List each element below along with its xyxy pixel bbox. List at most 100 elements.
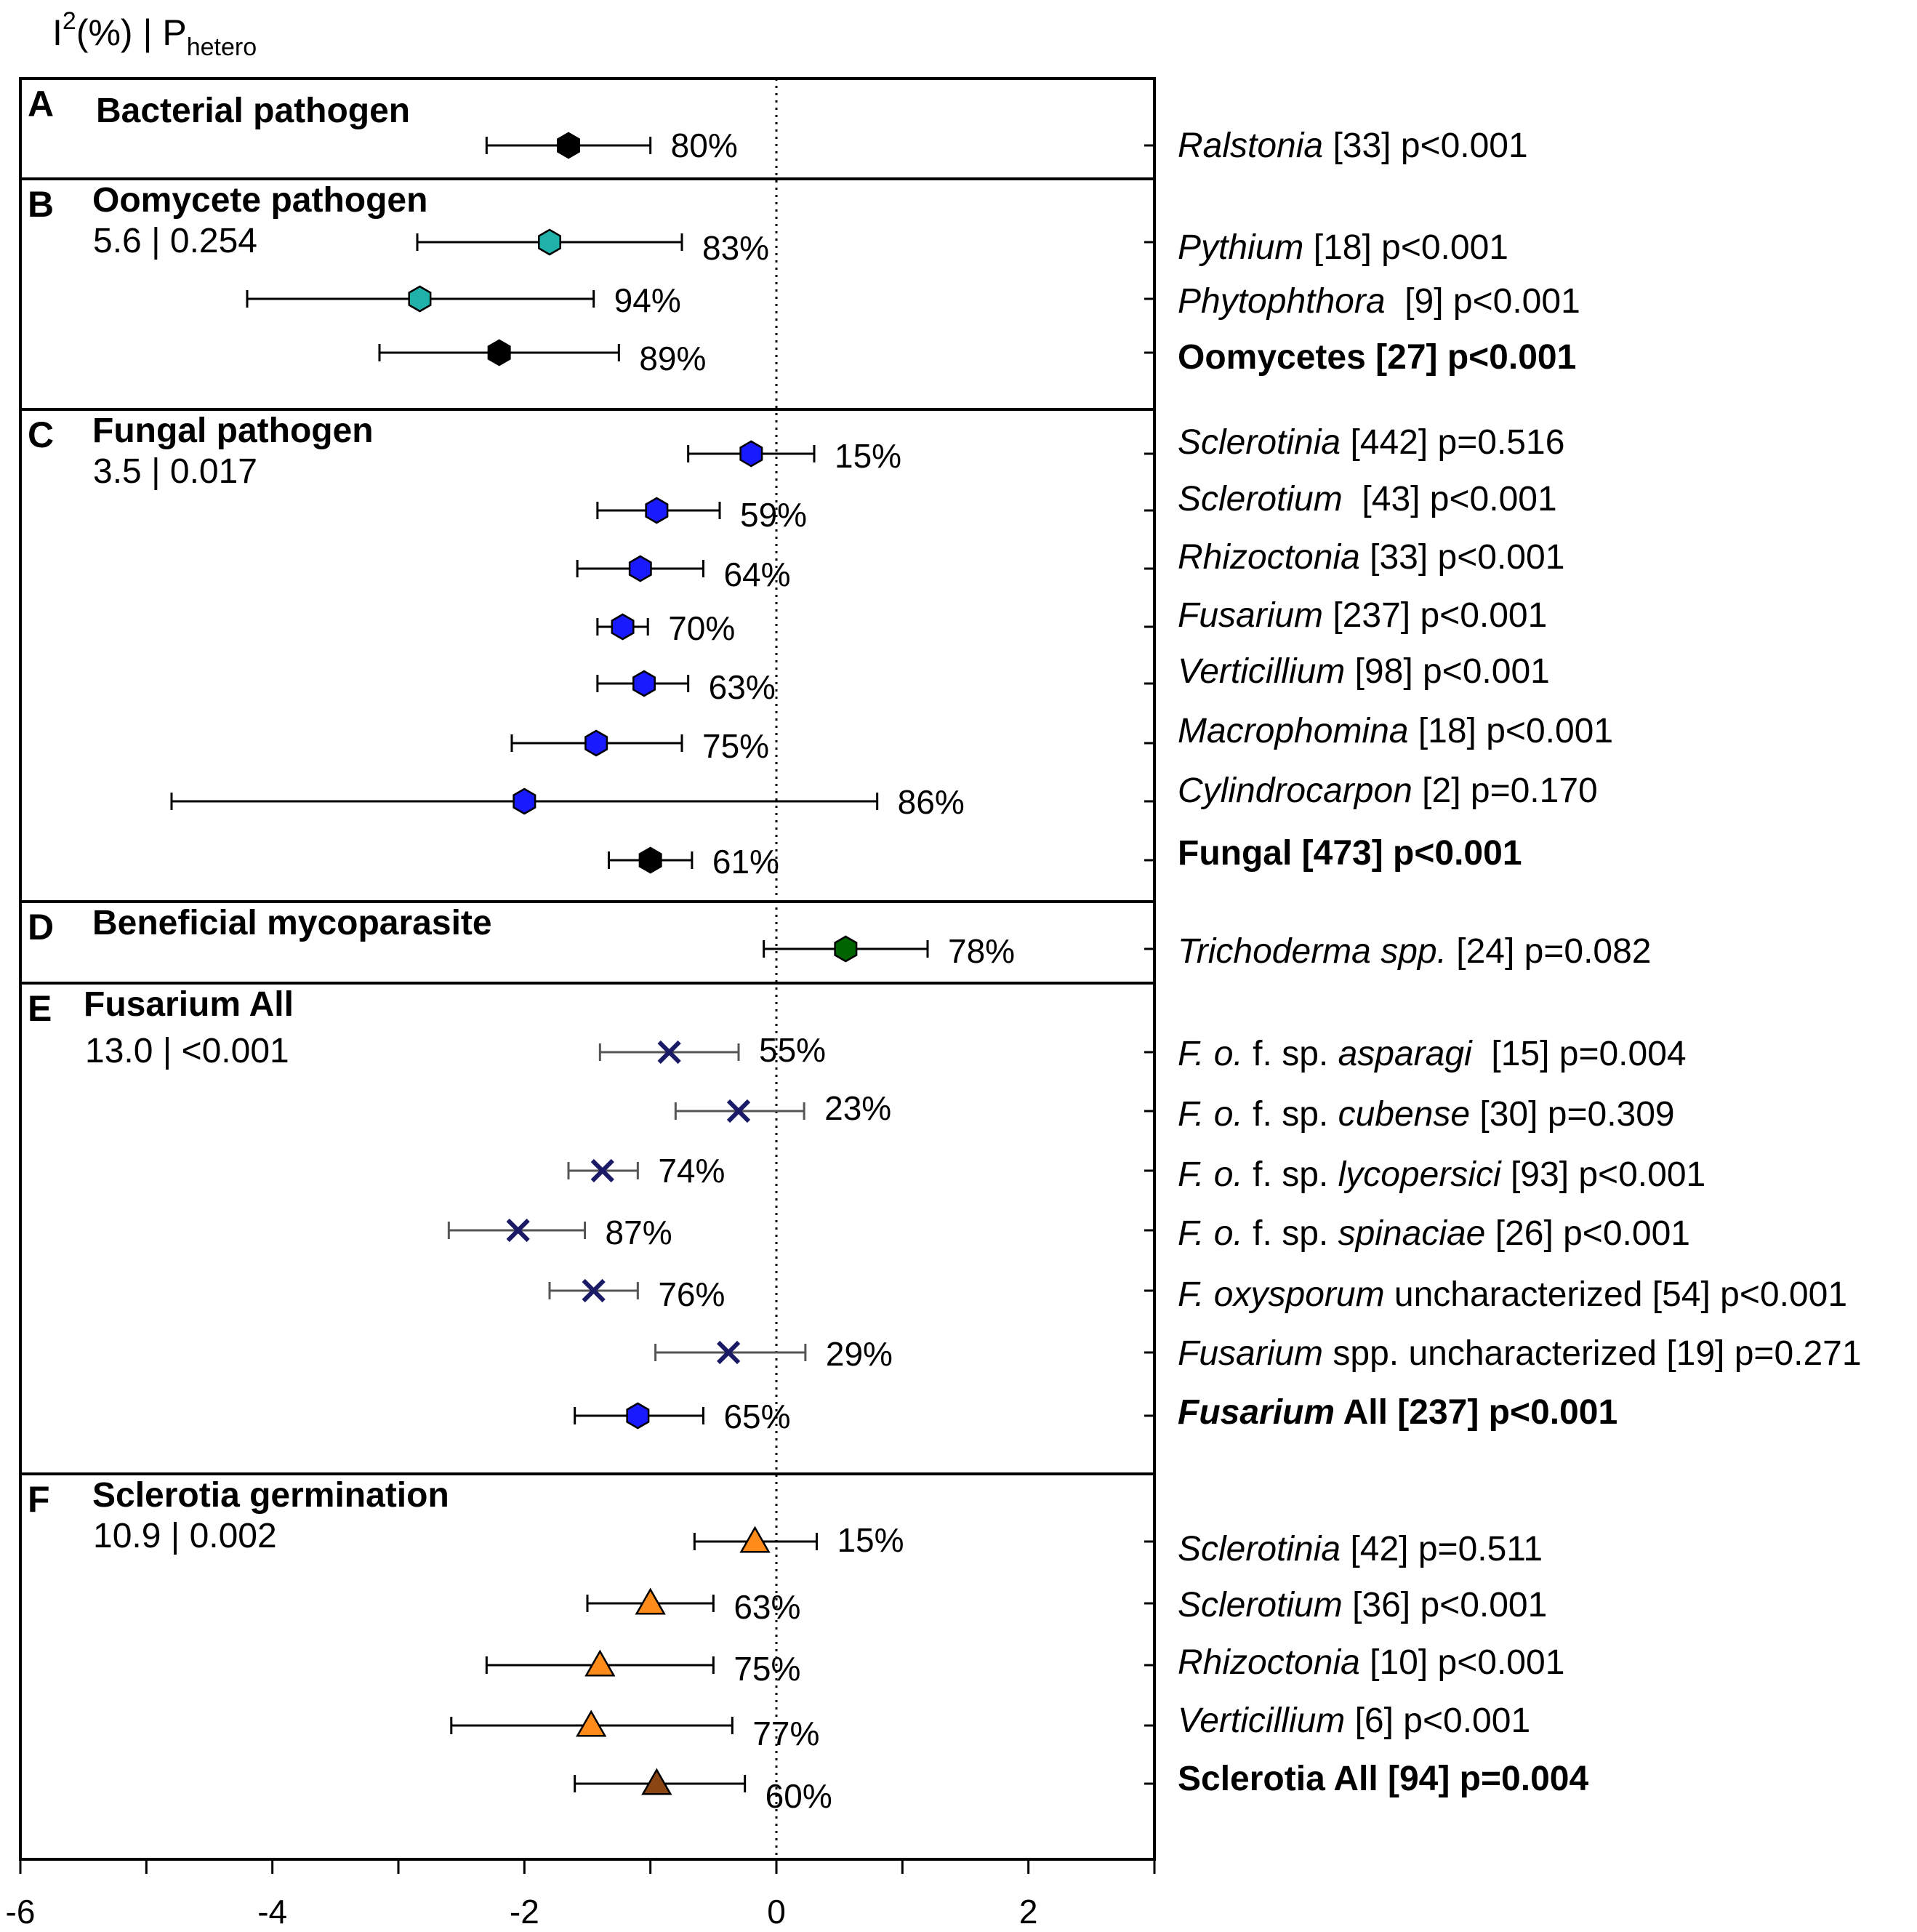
effect-marker: [584, 729, 608, 757]
panel-letter: B: [28, 184, 54, 225]
row-label: Sclerotium [43] p<0.001: [1178, 480, 1557, 518]
i2-value: 63%: [734, 1588, 800, 1626]
forest-row: 70% Fusarium [237] p<0.001: [596, 596, 1547, 647]
effect-marker: [739, 1526, 771, 1553]
x-axis: -6 -4 -2 0 2: [6, 1859, 1156, 1931]
forest-row: 59% Sclerotium [43] p<0.001: [596, 480, 1557, 534]
panel-letter: A: [28, 84, 54, 124]
i2-value: 94%: [614, 281, 681, 319]
panel-e: E Fusarium All 13.0 | <0.001 55% F. o. f. sp…: [28, 985, 1862, 1435]
forest-row: 75% Rhizoctonia [10] p<0.001: [485, 1643, 1564, 1688]
row-label: Sclerotia All [94] p=0.004: [1178, 1760, 1588, 1798]
forest-row: 29% Fusarium spp. uncharacterized [19] p=…: [654, 1334, 1862, 1373]
row-label: Ralstonia [33] p<0.001: [1178, 127, 1528, 165]
panel-title: Oomycete pathogen: [92, 181, 427, 220]
panel-title: Sclerotia germination: [92, 1476, 449, 1515]
panel-heterogeneity-stats: 13.0 | <0.001: [85, 1032, 289, 1070]
row-label: Rhizoctonia [33] p<0.001: [1178, 538, 1564, 577]
forest-row: 94% Phytophthora [9] p<0.001: [246, 281, 1580, 321]
panels: A Bacterial pathogen 80% Ralstonia [33] p<0…: [28, 84, 1862, 1815]
i2-value: 61%: [712, 843, 779, 881]
effect-marker: [584, 1649, 616, 1677]
panel-title: Fusarium All: [84, 985, 294, 1024]
forest-row: 63% Sclerotium [36] p<0.001: [586, 1586, 1547, 1626]
row-label: Fusarium [237] p<0.001: [1178, 596, 1547, 635]
panel-title: Beneficial mycoparasite: [92, 904, 492, 942]
forest-row: 86% Cylindrocarpon [2] p=0.170: [170, 771, 1598, 821]
effect-marker: [739, 440, 763, 468]
forest-row: 75% Macrophomina [18] p<0.001: [510, 712, 1613, 765]
effect-marker: [635, 1587, 666, 1615]
effect-marker: [834, 935, 858, 963]
panel-letter: C: [28, 414, 54, 455]
row-label: Fungal [473] p<0.001: [1178, 834, 1522, 873]
i2-value: 63%: [709, 668, 776, 706]
x-tick-label: -2: [510, 1893, 539, 1931]
effect-marker: [590, 1158, 614, 1183]
row-label: Cylindrocarpon [2] p=0.170: [1178, 771, 1598, 810]
i2-value: 78%: [948, 932, 1015, 970]
effect-marker: [638, 846, 662, 874]
row-label: Trichoderma spp. [24] p=0.082: [1178, 932, 1652, 971]
effect-marker: [626, 1402, 650, 1430]
x-tick-label: -4: [257, 1893, 287, 1931]
row-label: F. o. f. sp. asparagi [15] p=0.004: [1178, 1035, 1687, 1073]
row-label: F. o. f. sp. spinaciae [26] p<0.001: [1178, 1214, 1690, 1253]
effect-marker: [632, 670, 656, 697]
i2-value: 80%: [671, 127, 738, 164]
i2-value: 59%: [740, 496, 807, 534]
forest-row: 23% F. o. f. sp. cubense [30] p=0.309: [674, 1089, 1675, 1134]
i2-value: 64%: [723, 556, 790, 593]
i2-value: 89%: [639, 340, 706, 377]
effect-marker: [657, 1040, 681, 1065]
x-tick-label: 2: [1019, 1893, 1038, 1931]
x-tick-label: -6: [6, 1893, 36, 1931]
forest-row: 83% Pythium [18] p<0.001: [416, 228, 1508, 267]
forest-row: 15% Sclerotinia [442] p=0.516: [687, 423, 1564, 475]
i2-value: 70%: [668, 609, 735, 647]
effect-marker: [717, 1340, 741, 1365]
effect-marker: [513, 787, 536, 815]
effect-marker: [487, 339, 511, 366]
panel-d: D Beneficial mycoparasite 78% Trichoderma s…: [28, 904, 1652, 971]
panel-a: A Bacterial pathogen 80% Ralstonia [33] p<0…: [28, 84, 1528, 165]
i2-value: 15%: [837, 1521, 904, 1559]
forest-row: 78% Trichoderma spp. [24] p=0.082: [763, 932, 1652, 971]
i2-value: 23%: [824, 1089, 891, 1127]
forest-row: 89% Oomycetes [27] p<0.001: [378, 338, 1576, 377]
effect-marker: [538, 228, 561, 256]
i2-value: 60%: [765, 1777, 832, 1815]
i2-value: 75%: [734, 1650, 800, 1688]
row-label: Oomycetes [27] p<0.001: [1178, 338, 1576, 377]
effect-marker: [576, 1709, 607, 1737]
i2-value: 15%: [835, 437, 901, 475]
panel-heterogeneity-stats: 3.5 | 0.017: [93, 452, 257, 491]
i2-value: 74%: [658, 1152, 725, 1190]
x-tick-label: 0: [767, 1893, 786, 1931]
forest-row: 61% Fungal [473] p<0.001: [607, 834, 1522, 881]
heterogeneity-header: I2(%) | Phetero: [52, 7, 257, 61]
effect-marker: [557, 132, 580, 159]
forest-row: 63% Verticillium [98] p<0.001: [596, 652, 1550, 706]
panel-letter: E: [28, 988, 52, 1029]
forest-row: 77% Verticillium [6] p<0.001: [450, 1701, 1530, 1752]
plot-frame: [19, 77, 1156, 1861]
i2-value: 29%: [826, 1335, 893, 1373]
panel-heterogeneity-stats: 10.9 | 0.002: [93, 1517, 277, 1555]
effect-marker: [628, 555, 652, 582]
i2-value: 76%: [658, 1275, 725, 1313]
effect-marker: [645, 497, 669, 524]
effect-marker: [408, 285, 432, 313]
row-label: Sclerotinia [42] p=0.511: [1178, 1530, 1543, 1568]
row-label: F. o. f. sp. lycopersici [93] p<0.001: [1178, 1155, 1705, 1194]
panel-heterogeneity-stats: 5.6 | 0.254: [93, 222, 257, 260]
panel-title: Fungal pathogen: [92, 412, 374, 450]
effect-marker: [726, 1099, 751, 1123]
i2-value: 87%: [606, 1214, 672, 1251]
row-label: F. oxysporum uncharacterized [54] p<0.00…: [1178, 1275, 1847, 1314]
forest-row: 55% F. o. f. sp. asparagi [15] p=0.004: [598, 1031, 1687, 1073]
row-label: F. o. f. sp. cubense [30] p=0.309: [1178, 1095, 1675, 1134]
